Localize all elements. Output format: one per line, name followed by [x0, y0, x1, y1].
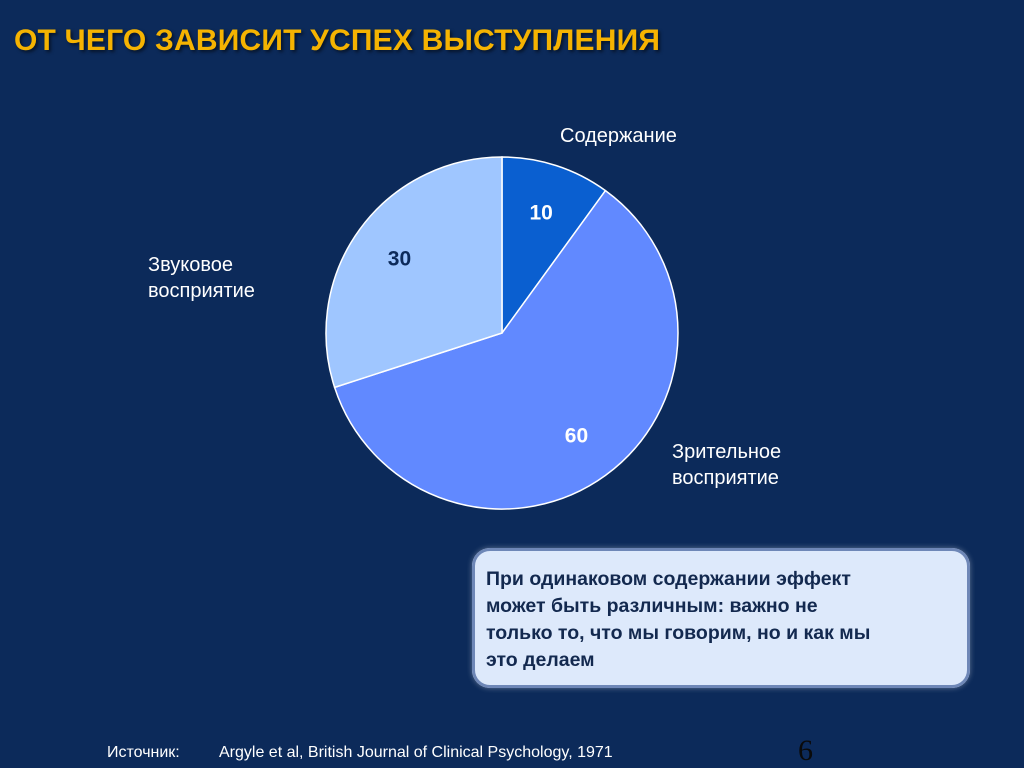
label-visual-line2: восприятие [672, 467, 779, 489]
callout-box: При одинаковом содержании эффект может б… [472, 548, 970, 688]
label-visual-line1: Зрительное [672, 441, 782, 463]
pie-value-label-1: 60 [565, 425, 588, 448]
source-text: Argyle et al, British Journal of Clinica… [219, 744, 613, 761]
callout-line2: может быть различным: важно не [486, 595, 818, 617]
pie-value-label-0: 10 [529, 201, 552, 224]
label-visual: Зрительное восприятие [672, 439, 781, 491]
pie-value-label-2: 30 [388, 248, 411, 271]
source-label: Источник: [107, 744, 180, 761]
label-audio-line2: восприятие [148, 280, 255, 302]
callout-line4: это делаем [486, 649, 595, 671]
pie-slice-2 [325, 156, 503, 389]
slide-title: ОТ ЧЕГО ЗАВИСИТ УСПЕХ ВЫСТУПЛЕНИЯ [14, 24, 661, 57]
label-content-text: Содержание [560, 125, 677, 147]
pie-slice-1 [333, 189, 679, 510]
label-audio-line1: Звуковое [148, 254, 234, 276]
page-number: 6 [798, 734, 813, 767]
label-audio: Звуковое восприятие [148, 252, 255, 304]
callout-line1: При одинаковом содержании эффект [486, 568, 851, 590]
pie-slice-0 [501, 156, 607, 336]
callout-line3: только то, что мы говорим, но и как мы [486, 622, 871, 644]
label-content: Содержание [560, 123, 677, 149]
